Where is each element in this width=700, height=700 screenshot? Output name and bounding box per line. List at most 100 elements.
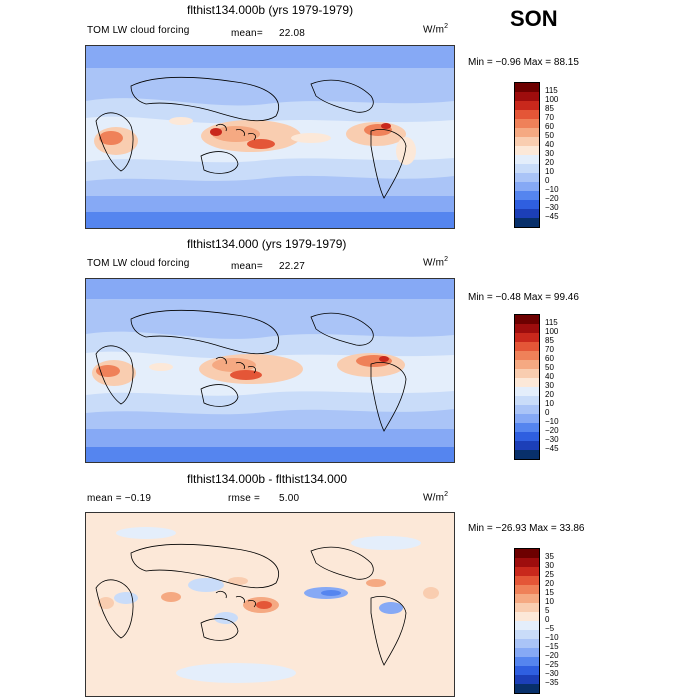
colorbar-tick-label: −20 (545, 194, 559, 203)
colorbar-swatch (515, 684, 539, 694)
panel-2-units: W/m2 (423, 256, 449, 269)
panel-3-title: flthist134.000b - flthist134.000 (187, 472, 348, 486)
colorbar-tick-label: −20 (545, 426, 559, 435)
colorbar-swatch (515, 155, 539, 165)
colorbar-swatch (515, 432, 539, 442)
colorbar-swatch (515, 630, 539, 640)
colorbar-tick-label: 70 (545, 113, 554, 122)
colorbar-tick-label: −10 (545, 185, 559, 194)
panel-2-colorbar-swatches (514, 314, 540, 460)
colorbar-swatch (515, 360, 539, 370)
panel-1-contour-field (86, 46, 454, 228)
colorbar-tick-label: −45 (545, 444, 559, 453)
colorbar-tick-label: 20 (545, 158, 554, 167)
colorbar-tick-label: −20 (545, 651, 559, 660)
panel-3-minmax: Min = −26.93 Max = 33.86 (468, 523, 585, 534)
colorbar-swatch (515, 333, 539, 343)
panel-3-units: W/m2 (423, 491, 449, 504)
colorbar-swatch (515, 218, 539, 228)
colorbar-tick-label: 115 (545, 318, 558, 327)
colorbar-tick-label: 40 (545, 140, 554, 149)
panel-1-mean-label: mean= (231, 28, 263, 39)
panel-2-map (85, 278, 455, 463)
panel-3-mean-stat: mean = −0.19 (87, 493, 152, 504)
colorbar-swatch (515, 441, 539, 451)
colorbar-tick-label: 85 (545, 336, 554, 345)
colorbar-swatch (515, 657, 539, 667)
colorbar-swatch (515, 324, 539, 334)
colorbar-tick-label: 50 (545, 131, 554, 140)
colorbar-tick-label: 10 (545, 597, 554, 606)
panel-3-colorbar (514, 548, 540, 699)
colorbar-swatch (515, 396, 539, 406)
season-label: SON (510, 6, 558, 31)
colorbar-swatch (515, 110, 539, 120)
panel-1-title: flthist134.000b (yrs 1979-1979) (187, 3, 354, 17)
colorbar-tick-label: 35 (545, 552, 554, 561)
colorbar-swatch (515, 549, 539, 559)
colorbar-swatch (515, 137, 539, 147)
colorbar-swatch (515, 405, 539, 415)
panel-2-colorbar (514, 314, 540, 465)
panel-2-mean-label: mean= (231, 261, 263, 272)
colorbar-tick-label: −25 (545, 660, 559, 669)
colorbar-swatch (515, 423, 539, 433)
colorbar-tick-label: −35 (545, 678, 559, 687)
colorbar-tick-label: 25 (545, 570, 554, 579)
colorbar-swatch (515, 621, 539, 631)
colorbar-swatch (515, 92, 539, 102)
panel-3-rmse-label: rmse = (228, 493, 261, 504)
colorbar-tick-label: 100 (545, 327, 559, 336)
panel-1-colorbar (514, 82, 540, 233)
colorbar-swatch (515, 594, 539, 604)
colorbar-swatch (515, 342, 539, 352)
colorbar-swatch (515, 128, 539, 138)
colorbar-swatch (515, 200, 539, 210)
colorbar-tick-label: 5 (545, 606, 550, 615)
colorbar-swatch (515, 119, 539, 129)
panel-1-variable-label: TOM LW cloud forcing (87, 25, 190, 36)
colorbar-tick-label: 0 (545, 408, 550, 417)
panel-2-contour-field (86, 279, 454, 462)
colorbar-tick-label: 50 (545, 363, 554, 372)
colorbar-swatch (515, 603, 539, 613)
colorbar-swatch (515, 387, 539, 397)
colorbar-swatch (515, 612, 539, 622)
colorbar-tick-label: 0 (545, 615, 550, 624)
colorbar-tick-label: −10 (545, 633, 559, 642)
colorbar-tick-label: −45 (545, 212, 559, 221)
colorbar-swatch (515, 101, 539, 111)
colorbar-swatch (515, 639, 539, 649)
colorbar-swatch (515, 369, 539, 379)
colorbar-swatch (515, 146, 539, 156)
panel-1-minmax: Min = −0.96 Max = 88.15 (468, 57, 579, 68)
panel-1-colorbar-swatches (514, 82, 540, 228)
panel-1-mean-value: 22.08 (279, 28, 306, 39)
panel-2-minmax: Min = −0.48 Max = 99.46 (468, 292, 579, 303)
colorbar-tick-label: 70 (545, 345, 554, 354)
colorbar-swatch (515, 351, 539, 361)
colorbar-swatch (515, 585, 539, 595)
panel-2-variable-label: TOM LW cloud forcing (87, 258, 190, 269)
colorbar-tick-label: 60 (545, 354, 554, 363)
colorbar-swatch (515, 315, 539, 325)
colorbar-tick-label: −5 (545, 624, 555, 633)
colorbar-tick-label: 15 (545, 588, 554, 597)
colorbar-swatch (515, 378, 539, 388)
colorbar-swatch (515, 675, 539, 685)
colorbar-swatch (515, 209, 539, 219)
panel-3-map (85, 512, 455, 697)
panel-2-mean-value: 22.27 (279, 261, 306, 272)
colorbar-tick-label: 115 (545, 86, 558, 95)
colorbar-tick-label: −30 (545, 203, 559, 212)
colorbar-tick-label: −30 (545, 435, 559, 444)
colorbar-tick-label: 100 (545, 95, 559, 104)
colorbar-swatch (515, 191, 539, 201)
colorbar-tick-label: 20 (545, 390, 554, 399)
colorbar-tick-label: 40 (545, 372, 554, 381)
colorbar-swatch (515, 648, 539, 658)
colorbar-swatch (515, 414, 539, 424)
colorbar-tick-label: 20 (545, 579, 554, 588)
colorbar-swatch (515, 450, 539, 460)
